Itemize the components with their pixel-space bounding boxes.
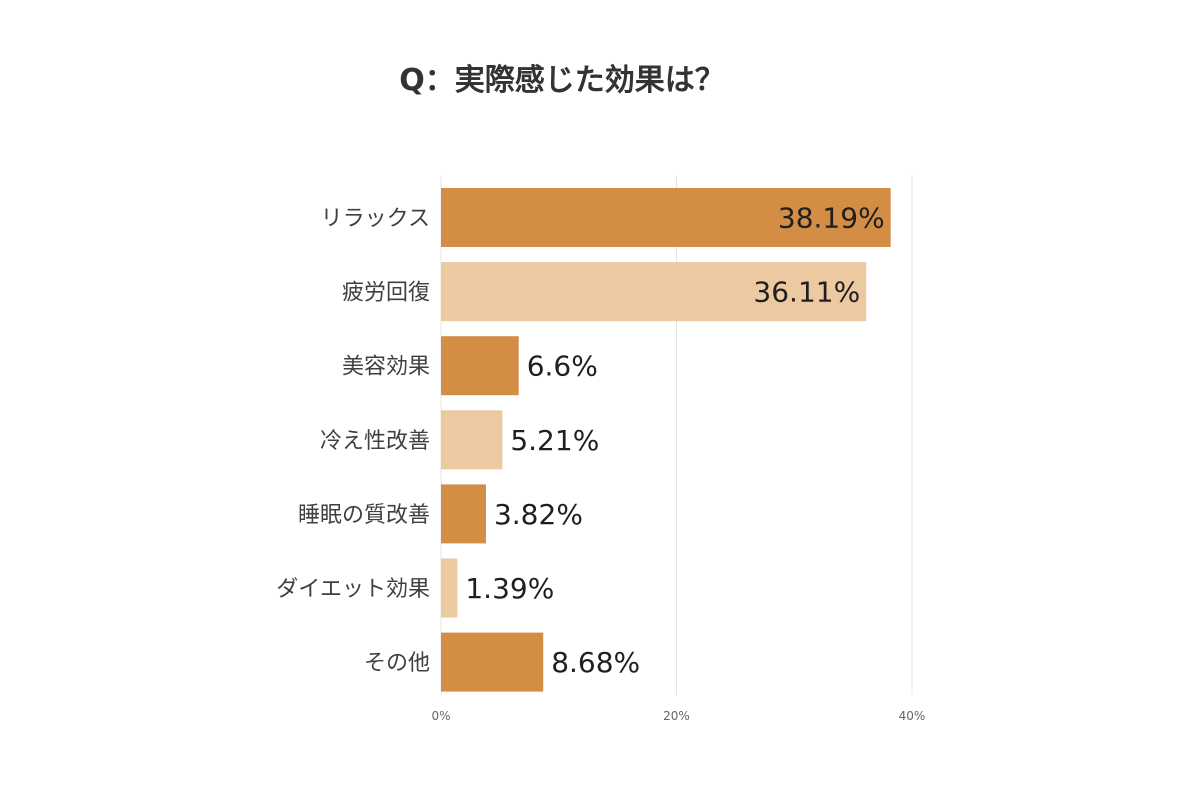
data-label: 1.39% xyxy=(465,572,554,605)
data-label: 36.11% xyxy=(753,276,860,309)
bar xyxy=(441,262,867,322)
bar xyxy=(441,484,486,544)
x-tick-label: 20% xyxy=(663,709,690,723)
bar xyxy=(441,188,891,247)
data-label: 38.19% xyxy=(778,202,885,235)
category-label: 美容効果 xyxy=(342,355,430,380)
data-label: 3.82% xyxy=(494,498,583,531)
category-label: 睡眠の質改善 xyxy=(298,503,430,528)
category-label: リラックス xyxy=(321,207,430,232)
data-label: 5.21% xyxy=(510,424,599,457)
chart-title: Q：実際感じた効果は？ xyxy=(399,63,725,98)
x-tick-label: 40% xyxy=(899,709,926,723)
bar xyxy=(441,336,519,396)
x-axis-ticks: 0% 20% 40% xyxy=(431,709,925,723)
bar xyxy=(441,558,458,618)
category-label: 冷え性改善 xyxy=(320,429,430,454)
data-label: 8.68% xyxy=(551,646,640,679)
category-label: ダイエット効果 xyxy=(276,577,430,602)
x-tick-label: 0% xyxy=(431,709,450,723)
data-label: 6.6% xyxy=(527,350,598,383)
value-labels: 38.19% 36.11% 6.6% 5.21% 3.82% 1.39% 8.68% xyxy=(465,202,884,680)
bar xyxy=(441,410,503,470)
bars xyxy=(441,188,891,692)
category-label: その他 xyxy=(364,651,430,676)
category-label: 疲労回復 xyxy=(342,281,430,306)
bar xyxy=(441,632,544,692)
